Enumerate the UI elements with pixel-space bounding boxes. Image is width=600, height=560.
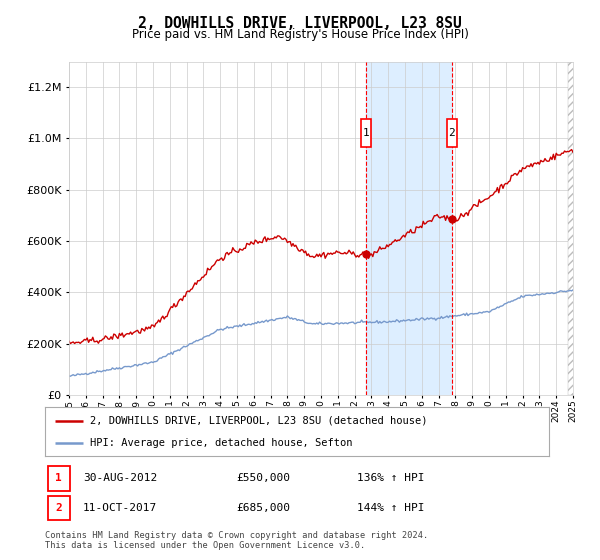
Text: Contains HM Land Registry data © Crown copyright and database right 2024.
This d: Contains HM Land Registry data © Crown c… [45, 531, 428, 550]
Text: Price paid vs. HM Land Registry's House Price Index (HPI): Price paid vs. HM Land Registry's House … [131, 28, 469, 41]
Text: 136% ↑ HPI: 136% ↑ HPI [358, 473, 425, 483]
FancyBboxPatch shape [447, 119, 457, 147]
Text: 2, DOWHILLS DRIVE, LIVERPOOL, L23 8SU: 2, DOWHILLS DRIVE, LIVERPOOL, L23 8SU [138, 16, 462, 31]
Text: 2: 2 [448, 128, 455, 138]
Bar [366, 62, 452, 395]
Text: 2: 2 [55, 503, 62, 513]
Text: 1: 1 [362, 128, 369, 138]
Text: 30-AUG-2012: 30-AUG-2012 [83, 473, 157, 483]
Text: £685,000: £685,000 [236, 503, 290, 513]
FancyBboxPatch shape [47, 496, 70, 520]
FancyBboxPatch shape [361, 119, 371, 147]
Text: £550,000: £550,000 [236, 473, 290, 483]
Text: 144% ↑ HPI: 144% ↑ HPI [358, 503, 425, 513]
Text: 2, DOWHILLS DRIVE, LIVERPOOL, L23 8SU (detached house): 2, DOWHILLS DRIVE, LIVERPOOL, L23 8SU (d… [91, 416, 428, 426]
Text: 11-OCT-2017: 11-OCT-2017 [83, 503, 157, 513]
Text: HPI: Average price, detached house, Sefton: HPI: Average price, detached house, Seft… [91, 437, 353, 447]
Text: 1: 1 [55, 473, 62, 483]
FancyBboxPatch shape [47, 466, 70, 491]
